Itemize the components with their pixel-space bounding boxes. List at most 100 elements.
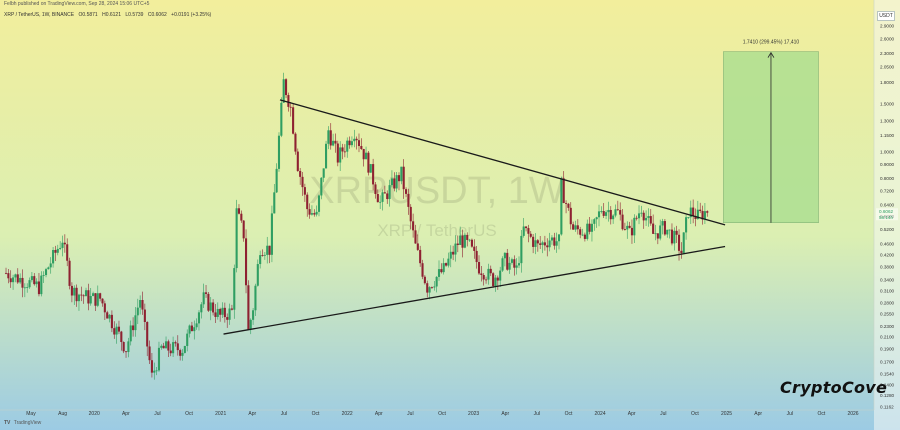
bearish-candle[interactable] bbox=[294, 132, 297, 155]
bearish-candle[interactable] bbox=[162, 342, 165, 349]
bullish-candle[interactable] bbox=[548, 232, 551, 252]
bearish-candle[interactable] bbox=[565, 200, 568, 214]
symbol-name[interactable]: XRP / TetherUS, 1W, BINANCE bbox=[4, 12, 75, 18]
bearish-candle[interactable] bbox=[539, 236, 542, 249]
bearish-candle[interactable] bbox=[543, 235, 546, 251]
bullish-candle[interactable] bbox=[61, 235, 64, 257]
bearish-candle[interactable] bbox=[223, 302, 226, 323]
bullish-candle[interactable] bbox=[503, 252, 506, 267]
bullish-candle[interactable] bbox=[56, 244, 59, 256]
bearish-candle[interactable] bbox=[63, 234, 66, 253]
bullish-candle[interactable] bbox=[433, 281, 436, 291]
bullish-candle[interactable] bbox=[487, 263, 490, 285]
bullish-candle[interactable] bbox=[228, 303, 231, 325]
bearish-candle[interactable] bbox=[699, 202, 702, 214]
bearish-candle[interactable] bbox=[103, 300, 106, 321]
bearish-candle[interactable] bbox=[579, 226, 582, 239]
bullish-candle[interactable] bbox=[626, 221, 629, 239]
bullish-candle[interactable] bbox=[77, 293, 81, 311]
bullish-candle[interactable] bbox=[252, 308, 255, 325]
bullish-candle[interactable] bbox=[597, 204, 601, 227]
bearish-candle[interactable] bbox=[567, 202, 570, 211]
bearish-candle[interactable] bbox=[261, 249, 264, 257]
bullish-candle[interactable] bbox=[134, 307, 137, 337]
bearish-candle[interactable] bbox=[553, 232, 556, 250]
bullish-candle[interactable] bbox=[640, 205, 643, 217]
bullish-candle[interactable] bbox=[654, 224, 657, 241]
bullish-candle[interactable] bbox=[47, 266, 50, 270]
bearish-candle[interactable] bbox=[101, 298, 104, 307]
bullish-candle[interactable] bbox=[666, 229, 669, 238]
bearish-candle[interactable] bbox=[536, 238, 539, 252]
bullish-candle[interactable] bbox=[19, 273, 22, 285]
bullish-candle[interactable] bbox=[49, 257, 52, 274]
bearish-candle[interactable] bbox=[407, 188, 410, 215]
bearish-candle[interactable] bbox=[466, 232, 469, 247]
bullish-candle[interactable] bbox=[673, 227, 676, 251]
bearish-candle[interactable] bbox=[426, 280, 429, 298]
bullish-candle[interactable] bbox=[595, 216, 598, 228]
bearish-candle[interactable] bbox=[334, 133, 337, 153]
bullish-candle[interactable] bbox=[259, 250, 262, 269]
bearish-candle[interactable] bbox=[656, 233, 659, 245]
bullish-candle[interactable] bbox=[541, 240, 544, 254]
bullish-candle[interactable] bbox=[280, 97, 283, 138]
bearish-candle[interactable] bbox=[628, 221, 631, 229]
bearish-candle[interactable] bbox=[146, 321, 149, 357]
bullish-candle[interactable] bbox=[89, 287, 92, 306]
bearish-candle[interactable] bbox=[562, 171, 565, 204]
bullish-candle[interactable] bbox=[685, 214, 688, 240]
bearish-candle[interactable] bbox=[393, 172, 396, 192]
bullish-candle[interactable] bbox=[115, 323, 118, 344]
bearish-candle[interactable] bbox=[675, 225, 678, 244]
bullish-candle[interactable] bbox=[379, 195, 382, 209]
bearish-candle[interactable] bbox=[421, 259, 424, 280]
bullish-candle[interactable] bbox=[320, 177, 323, 200]
bearish-candle[interactable] bbox=[21, 269, 24, 298]
bearish-candle[interactable] bbox=[482, 273, 485, 286]
bearish-candle[interactable] bbox=[414, 224, 417, 244]
bearish-candle[interactable] bbox=[244, 229, 248, 294]
bearish-candle[interactable] bbox=[456, 235, 459, 253]
bearish-candle[interactable] bbox=[362, 148, 365, 167]
bullish-candle[interactable] bbox=[560, 176, 563, 236]
bearish-candle[interactable] bbox=[308, 203, 311, 219]
bullish-candle[interactable] bbox=[195, 318, 198, 330]
bullish-candle[interactable] bbox=[463, 232, 466, 249]
bearish-candle[interactable] bbox=[348, 136, 351, 149]
bullish-candle[interactable] bbox=[249, 318, 252, 335]
bearish-candle[interactable] bbox=[419, 245, 422, 267]
bullish-candle[interactable] bbox=[12, 274, 15, 290]
bullish-candle[interactable] bbox=[324, 140, 328, 169]
bullish-candle[interactable] bbox=[395, 171, 398, 193]
bearish-candle[interactable] bbox=[237, 204, 241, 215]
bullish-candle[interactable] bbox=[181, 349, 184, 361]
bullish-candle[interactable] bbox=[442, 258, 445, 275]
bearish-candle[interactable] bbox=[268, 245, 271, 264]
bullish-candle[interactable] bbox=[633, 214, 636, 244]
bearish-candle[interactable] bbox=[583, 232, 586, 242]
ascending-support-trendline[interactable] bbox=[223, 245, 726, 335]
bearish-candle[interactable] bbox=[527, 224, 530, 243]
bearish-candle[interactable] bbox=[473, 239, 476, 259]
bullish-candle[interactable] bbox=[645, 210, 648, 226]
bearish-candle[interactable] bbox=[652, 214, 655, 235]
bullish-candle[interactable] bbox=[254, 283, 257, 316]
bullish-candle[interactable] bbox=[216, 302, 219, 320]
bearish-candle[interactable] bbox=[630, 219, 634, 244]
bearish-candle[interactable] bbox=[54, 245, 57, 262]
bullish-candle[interactable] bbox=[574, 220, 577, 232]
bearish-candle[interactable] bbox=[649, 208, 652, 226]
bullish-candle[interactable] bbox=[233, 264, 236, 319]
bearish-candle[interactable] bbox=[179, 348, 182, 361]
bullish-candle[interactable] bbox=[703, 203, 706, 224]
bearish-candle[interactable] bbox=[445, 262, 448, 267]
bullish-candle[interactable] bbox=[390, 170, 393, 188]
bearish-candle[interactable] bbox=[75, 284, 78, 307]
bullish-candle[interactable] bbox=[282, 72, 285, 103]
bullish-candle[interactable] bbox=[449, 245, 452, 268]
bullish-candle[interactable] bbox=[668, 229, 671, 239]
bullish-candle[interactable] bbox=[59, 241, 62, 251]
bullish-candle[interactable] bbox=[317, 194, 321, 217]
